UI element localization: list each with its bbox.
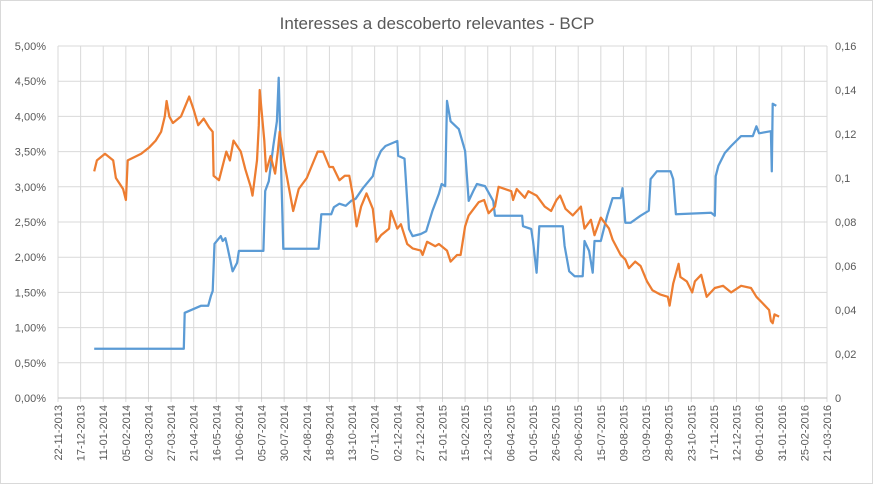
y-right-tick-label: 0,1 (835, 173, 850, 185)
y-right-tick-label: 0,12 (835, 129, 856, 141)
y-left-tick-label: 0,00% (15, 393, 46, 405)
y-right-tick-label: 0,02 (835, 349, 856, 361)
y-right-tick-label: 0 (835, 393, 841, 405)
y-right-tick-label: 0,06 (835, 261, 856, 273)
x-tick-label: 20-06-2015 (573, 405, 585, 461)
x-tick-label: 12-12-2015 (732, 405, 744, 461)
y-left-tick-label: 2,00% (15, 252, 46, 264)
x-tick-label: 06-04-2015 (505, 405, 517, 461)
y-left-tick-label: 4,50% (15, 76, 46, 88)
tick-labels: 0,00% 0,50% 1,00% 1,50% 2,00% 2,50% 3,00% 3,50%… (15, 41, 857, 461)
x-tick-label: 09-08-2015 (618, 405, 630, 461)
y-left-tick-label: 1,00% (15, 323, 46, 335)
y-right-tick-label: 0,16 (835, 41, 856, 53)
series-line-1 (94, 76, 777, 350)
chart-title: Interesses a descoberto relevantes - BCP (280, 14, 595, 33)
y-left-tick-label: 3,50% (15, 147, 46, 159)
series-lines (93, 76, 780, 350)
x-tick-label: 07-11-2014 (370, 405, 382, 460)
x-tick-label: 15-02-2015 (460, 405, 472, 461)
x-tick-label: 17-12-2013 (76, 405, 88, 461)
x-tick-label: 06-01-2016 (754, 405, 766, 461)
x-tick-label: 15-07-2015 (596, 405, 608, 461)
y-left-tick-label: 5,00% (15, 41, 46, 53)
series-line-2 (93, 88, 780, 325)
x-tick-label: 02-12-2014 (392, 405, 404, 461)
x-tick-label: 05-07-2014 (257, 405, 269, 461)
x-tick-label: 23-10-2015 (686, 405, 698, 461)
x-tick-label: 22-11-2013 (53, 405, 65, 460)
x-tick-label: 10-06-2014 (234, 405, 246, 461)
y-left-tick-label: 0,50% (15, 358, 46, 370)
x-tick-label: 25-02-2016 (799, 405, 811, 461)
x-tick-label: 13-10-2014 (347, 405, 359, 461)
x-tick-label: 01-05-2015 (528, 405, 540, 461)
x-tick-label: 21-01-2015 (438, 405, 450, 461)
x-tick-label: 30-07-2014 (279, 405, 291, 461)
x-tick-label: 11-01-2014 (98, 405, 110, 460)
y-left-tick-label: 2,50% (15, 217, 46, 229)
x-tick-label: 26-05-2015 (551, 405, 563, 461)
y-right-tick-label: 0,14 (835, 85, 856, 97)
x-tick-label: 21-03-2016 (822, 405, 834, 461)
x-tick-label: 18-09-2014 (324, 405, 336, 461)
x-tick-label: 28-09-2015 (664, 405, 676, 461)
gridlines (57, 45, 828, 402)
x-tick-label: 31-01-2016 (777, 405, 789, 461)
y-left-tick-label: 4,00% (15, 111, 46, 123)
y-right-tick-label: 0,04 (835, 305, 856, 317)
x-tick-label: 02-03-2014 (143, 405, 155, 461)
x-tick-label: 21-04-2014 (189, 405, 201, 461)
x-tick-label: 12-03-2015 (483, 405, 495, 461)
x-tick-label: 27-03-2014 (166, 405, 178, 461)
x-tick-label: 05-02-2014 (121, 405, 133, 461)
x-tick-label: 16-05-2014 (211, 405, 223, 461)
y-left-tick-label: 1,50% (15, 287, 46, 299)
y-right-tick-label: 0,08 (835, 217, 856, 229)
x-tick-label: 24-08-2014 (302, 405, 314, 461)
x-tick-label: 27-12-2014 (415, 405, 427, 461)
x-tick-label: 17-11-2015 (709, 405, 721, 460)
x-tick-label: 03-09-2015 (641, 405, 653, 461)
y-left-tick-label: 3,00% (15, 182, 46, 194)
